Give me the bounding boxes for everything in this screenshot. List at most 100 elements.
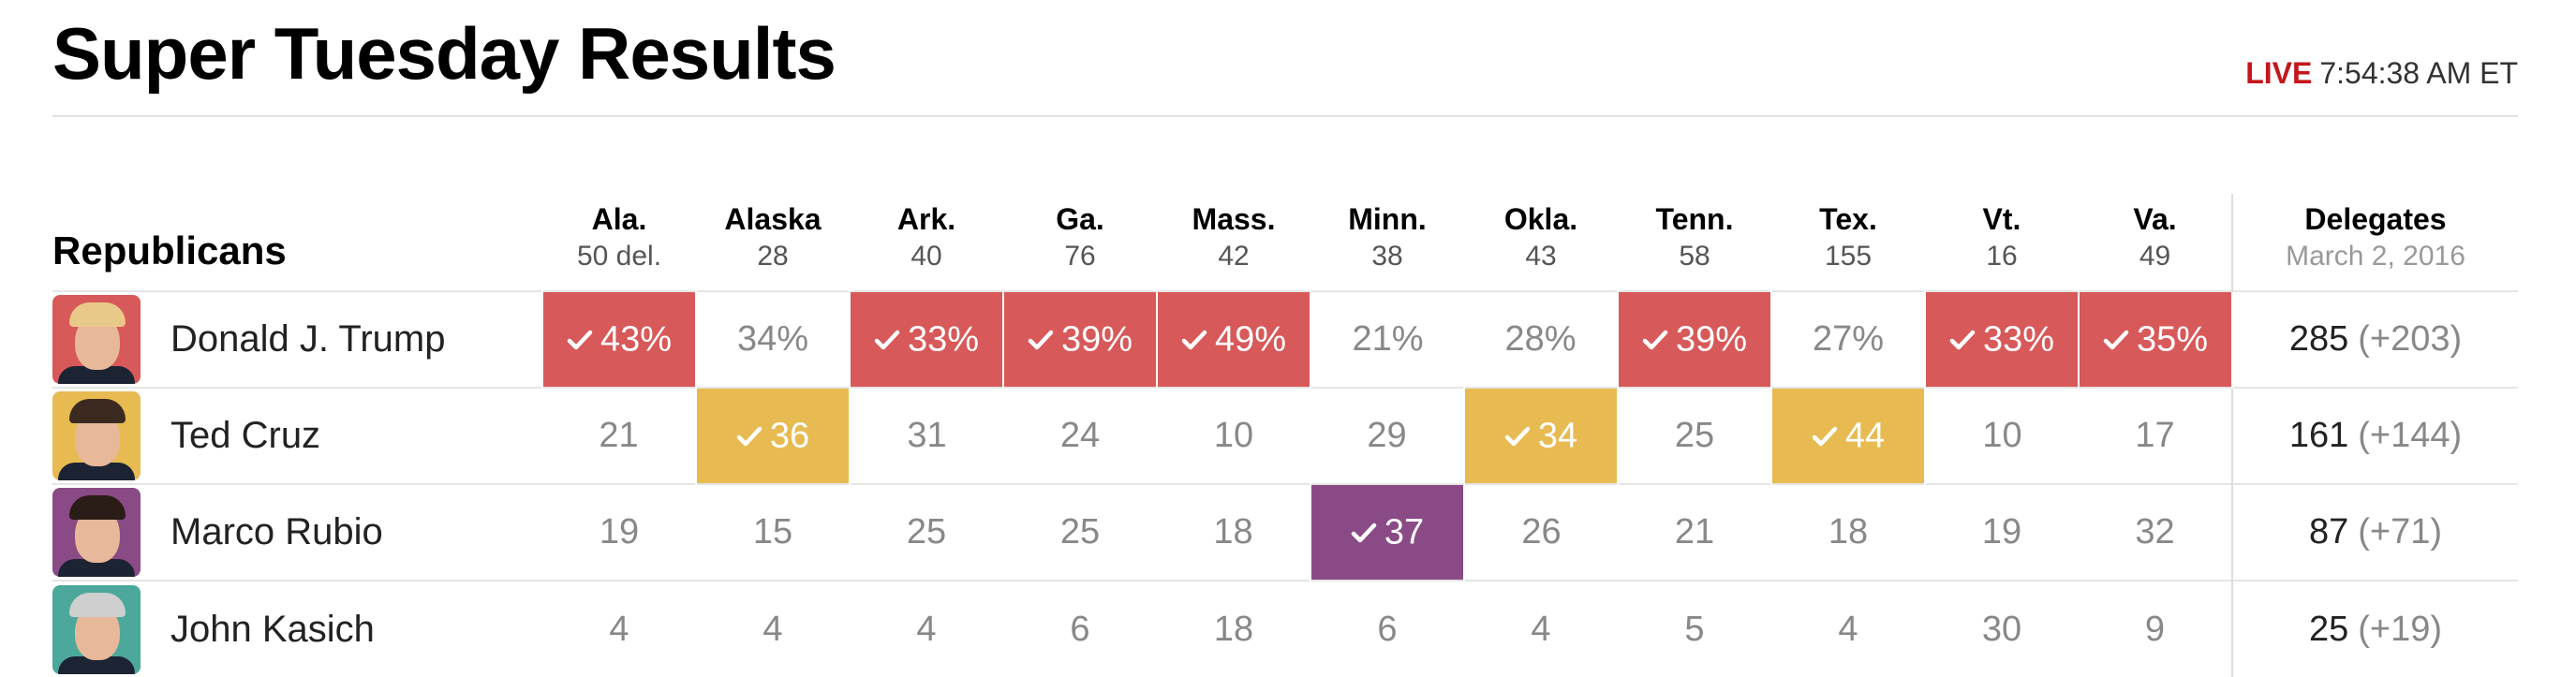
state-column-header: Vt. 16 bbox=[1925, 194, 2079, 291]
result-value: 49% bbox=[1214, 319, 1287, 360]
state-column-header: Okla. 43 bbox=[1464, 194, 1618, 291]
candidate-cell: Ted Cruz bbox=[52, 388, 542, 484]
delegate-total-cell: 25 (+19) bbox=[2231, 581, 2518, 677]
result-cell: 10 bbox=[1157, 388, 1310, 484]
winner-result-cell: 44 bbox=[1770, 388, 1926, 484]
result-cell: 25 bbox=[1003, 484, 1157, 581]
state-column-header: Tex. 155 bbox=[1771, 194, 1925, 291]
state-abbr: Ala. bbox=[591, 201, 647, 236]
result-value: 34 bbox=[1537, 416, 1578, 456]
result-cell: 9 bbox=[2079, 581, 2232, 677]
result-cell: 5 bbox=[1618, 581, 1771, 677]
delegate-total: 285 bbox=[2288, 319, 2349, 359]
state-abbr: Mass. bbox=[1192, 201, 1276, 236]
delegate-gain: (+19) bbox=[2358, 609, 2443, 649]
result-cell: 28% bbox=[1464, 291, 1618, 388]
state-delegate-count: 50 del. bbox=[576, 240, 662, 272]
page-title: Super Tuesday Results bbox=[52, 12, 836, 95]
result-value: 4 bbox=[916, 609, 937, 649]
result-value: 19 bbox=[599, 512, 640, 552]
result-cell: 32 bbox=[2079, 484, 2232, 581]
state-abbr: Va. bbox=[2133, 201, 2177, 236]
candidate-name: Ted Cruz bbox=[170, 415, 321, 456]
result-cell: 25 bbox=[850, 484, 1003, 581]
result-value: 4 bbox=[609, 609, 629, 649]
state-delegate-count: 42 bbox=[1218, 240, 1250, 272]
party-label: Republicans bbox=[52, 228, 287, 272]
candidate-row: Donald J. Trump 43% 34% 33% 39% 49% 21% 28% 39% 2… bbox=[52, 291, 2518, 388]
result-cell: 18 bbox=[1157, 581, 1310, 677]
delegate-total: 87 bbox=[2308, 512, 2349, 552]
checkmark-icon bbox=[1504, 425, 1531, 448]
result-value: 21 bbox=[1674, 512, 1715, 552]
result-value: 34% bbox=[736, 319, 809, 359]
winner-result-cell: 33% bbox=[849, 291, 1004, 388]
result-value: 10 bbox=[1213, 416, 1254, 455]
state-column-header: Ala. 50 del. bbox=[542, 194, 696, 291]
checkmark-icon bbox=[1949, 329, 1976, 351]
result-value: 36 bbox=[769, 416, 810, 456]
winner-result-cell: 36 bbox=[695, 388, 851, 484]
candidate-cell: Marco Rubio bbox=[52, 484, 542, 581]
candidate-avatar bbox=[52, 295, 141, 384]
result-value: 6 bbox=[1377, 609, 1398, 649]
winner-result-cell: 39% bbox=[1617, 291, 1772, 388]
result-value: 25 bbox=[1059, 512, 1101, 552]
result-cell: 21 bbox=[1618, 484, 1771, 581]
result-cell: 6 bbox=[1003, 581, 1157, 677]
result-value: 4 bbox=[1838, 609, 1858, 649]
result-cell: 4 bbox=[696, 581, 850, 677]
delegate-total-cell: 161 (+144) bbox=[2231, 388, 2518, 484]
candidate-name: Donald J. Trump bbox=[170, 318, 446, 360]
winner-result-cell: 37 bbox=[1310, 484, 1465, 581]
result-value: 30 bbox=[1981, 609, 2022, 649]
delegate-gain: (+71) bbox=[2358, 512, 2443, 552]
result-cell: 21% bbox=[1310, 291, 1464, 388]
result-value: 26 bbox=[1521, 512, 1562, 552]
result-cell: 18 bbox=[1157, 484, 1310, 581]
results-table: Republicans Ala. 50 del. Alaska 28 Ark. 40 Ga.… bbox=[52, 194, 2518, 677]
state-column-header: Va. 49 bbox=[2079, 194, 2232, 291]
winner-result-cell: 34 bbox=[1463, 388, 1619, 484]
state-delegate-count: 16 bbox=[1986, 240, 2018, 272]
candidate-row: Marco Rubio 19 15 25 25 18 37 26 21 18 19 32 87 (+71) bbox=[52, 484, 2518, 581]
result-cell: 4 bbox=[542, 581, 696, 677]
result-cell: 24 bbox=[1003, 388, 1157, 484]
candidate-name: John Kasich bbox=[170, 608, 375, 650]
winner-result-cell: 49% bbox=[1156, 291, 1311, 388]
result-cell: 15 bbox=[696, 484, 850, 581]
result-value: 37 bbox=[1384, 512, 1425, 552]
candidate-cell: Donald J. Trump bbox=[52, 291, 542, 388]
winner-result-cell: 33% bbox=[1924, 291, 2080, 388]
result-value: 24 bbox=[1059, 416, 1101, 455]
checkmark-icon bbox=[1351, 522, 1377, 544]
table-header-row: Republicans Ala. 50 del. Alaska 28 Ark. 40 Ga.… bbox=[52, 194, 2518, 291]
state-column-header: Tenn. 58 bbox=[1618, 194, 1771, 291]
state-abbr: Tenn. bbox=[1655, 201, 1734, 236]
result-value: 18 bbox=[1213, 609, 1254, 649]
state-abbr: Minn. bbox=[1348, 201, 1427, 236]
result-value: 18 bbox=[1213, 512, 1253, 552]
checkmark-icon bbox=[874, 329, 900, 351]
checkmark-icon bbox=[567, 329, 593, 351]
result-cell: 10 bbox=[1925, 388, 2079, 484]
live-timestamp: LIVE 7:54:38 AM ET bbox=[2245, 56, 2518, 91]
result-cell: 26 bbox=[1464, 484, 1618, 581]
result-cell: 31 bbox=[850, 388, 1003, 484]
delegates-column-header: Delegates March 2, 2016 bbox=[2231, 194, 2518, 291]
result-value: 17 bbox=[2135, 416, 2175, 455]
state-delegate-count: 76 bbox=[1064, 240, 1096, 272]
result-value: 4 bbox=[762, 609, 783, 649]
results-body: Donald J. Trump 43% 34% 33% 39% 49% 21% 28% 39% 2… bbox=[52, 291, 2518, 677]
result-cell: 4 bbox=[850, 581, 1003, 677]
result-value: 25 bbox=[906, 512, 947, 552]
result-value: 28% bbox=[1504, 319, 1577, 359]
candidate-row: Ted Cruz 21 36 31 24 10 29 34 25 44 10 17 161 (+144) bbox=[52, 388, 2518, 484]
result-cell: 29 bbox=[1310, 388, 1464, 484]
result-cell: 4 bbox=[1464, 581, 1618, 677]
result-value: 32 bbox=[2135, 512, 2175, 552]
state-delegate-count: 40 bbox=[910, 240, 942, 272]
result-value: 6 bbox=[1070, 609, 1090, 649]
checkmark-icon bbox=[736, 425, 762, 448]
delegate-total: 25 bbox=[2308, 609, 2349, 649]
